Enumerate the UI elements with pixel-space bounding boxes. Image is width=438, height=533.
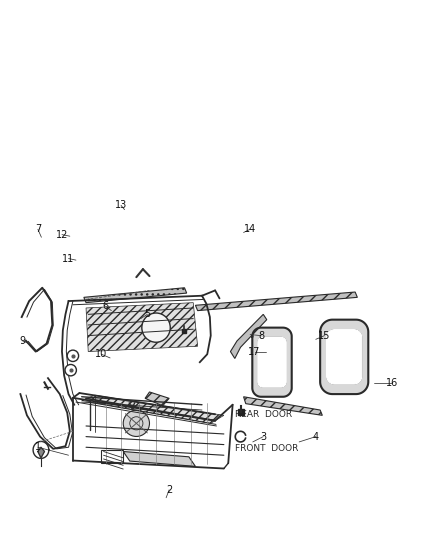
Polygon shape [123, 451, 195, 466]
Text: 5: 5 [144, 309, 150, 319]
Polygon shape [81, 395, 223, 423]
Text: 6: 6 [102, 301, 109, 311]
Text: 1: 1 [35, 442, 41, 452]
Circle shape [67, 350, 78, 361]
Text: 14: 14 [244, 224, 256, 235]
Text: 10: 10 [95, 349, 107, 359]
Polygon shape [243, 397, 321, 415]
Text: 2: 2 [166, 485, 172, 495]
Polygon shape [195, 292, 357, 311]
Polygon shape [86, 303, 197, 352]
Polygon shape [257, 337, 286, 387]
Polygon shape [326, 330, 361, 384]
Text: 4: 4 [312, 432, 318, 442]
Text: FRONT  DOOR: FRONT DOOR [234, 445, 297, 454]
Polygon shape [84, 288, 186, 303]
Text: 11: 11 [62, 254, 74, 263]
Polygon shape [145, 392, 169, 406]
Polygon shape [230, 314, 266, 359]
Text: REAR  DOOR: REAR DOOR [234, 410, 291, 419]
Polygon shape [319, 320, 367, 394]
Text: 7: 7 [35, 224, 41, 235]
Text: 17: 17 [248, 346, 260, 357]
Polygon shape [38, 447, 44, 458]
Text: 3: 3 [260, 432, 266, 442]
Bar [101, 450, 123, 463]
Text: 15: 15 [318, 330, 330, 341]
Text: 13: 13 [115, 200, 127, 211]
Ellipse shape [141, 313, 170, 342]
Text: 16: 16 [385, 378, 398, 389]
Text: 9: 9 [19, 336, 25, 346]
Polygon shape [252, 328, 291, 397]
Circle shape [123, 410, 149, 437]
Text: 8: 8 [258, 330, 264, 341]
Text: 12: 12 [56, 230, 68, 240]
Circle shape [65, 365, 76, 376]
